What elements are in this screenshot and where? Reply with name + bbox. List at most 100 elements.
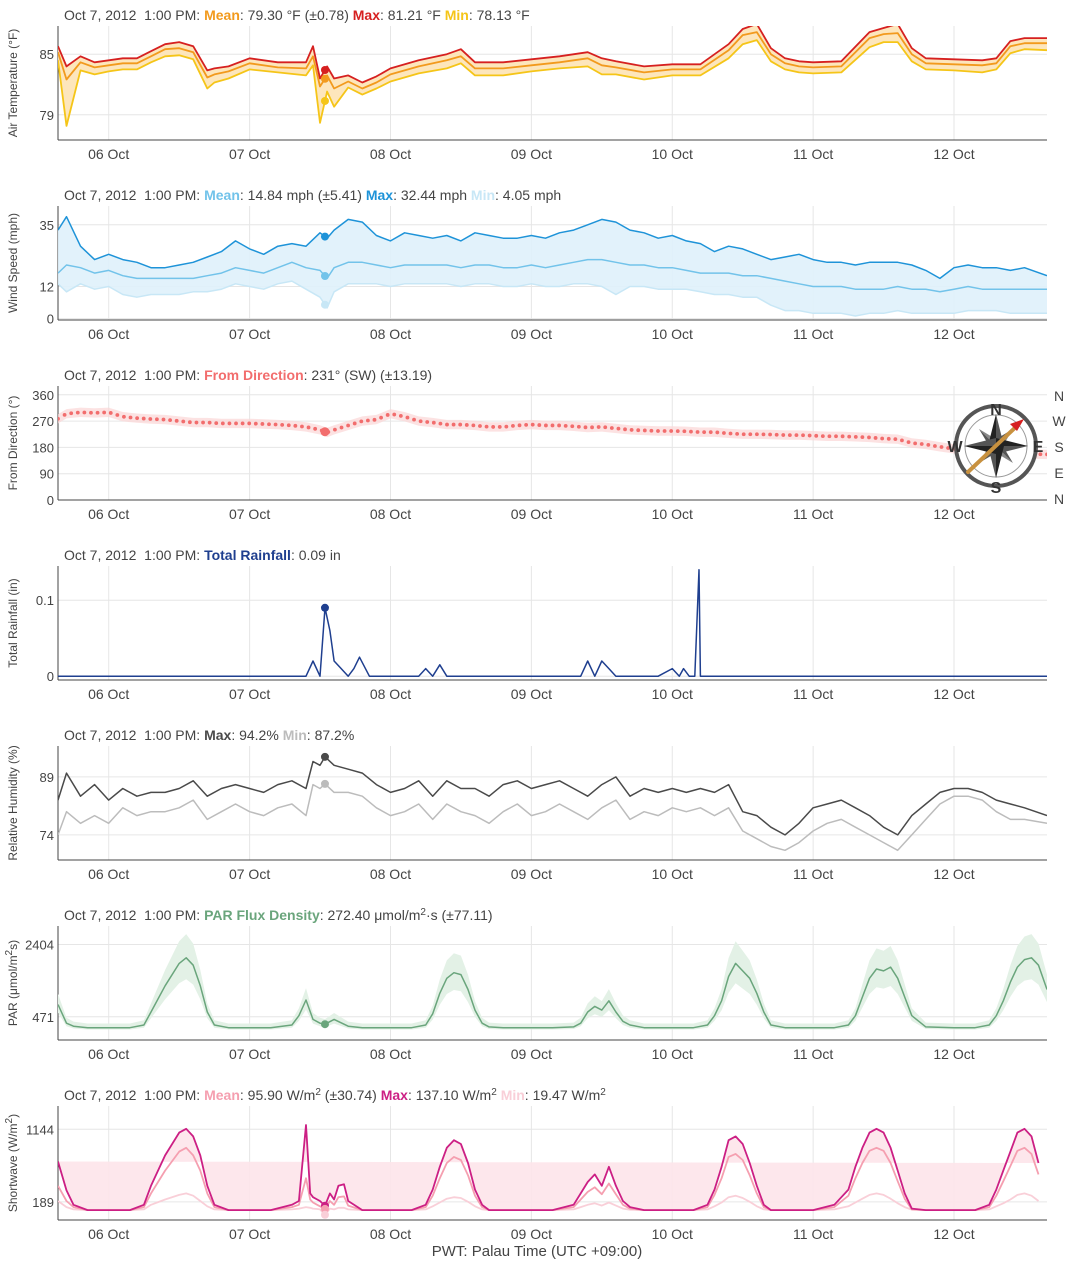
direction-point (906, 440, 911, 445)
direction-point (873, 436, 878, 440)
x-tick-label: 08 Oct (370, 1226, 411, 1242)
direction-point (774, 432, 779, 437)
x-tick-label: 06 Oct (88, 146, 129, 162)
x-tick-label: 08 Oct (370, 1046, 411, 1062)
humidity-plot-area (58, 756, 1047, 852)
direction-point (722, 431, 726, 435)
shortwave-y-axis-title: Shortwave (W/m2) (4, 1114, 21, 1212)
hover-marker (320, 272, 329, 281)
y-tick-label: 85 (40, 47, 54, 62)
x-tick-label: 11 Oct (793, 686, 833, 702)
direction-point (642, 428, 647, 433)
direction-point (768, 432, 772, 437)
x-tick-label: 09 Oct (511, 1226, 552, 1242)
direction-point (280, 422, 285, 427)
direction-point (563, 423, 568, 428)
x-tick-label: 08 Oct (370, 866, 411, 882)
x-tick-label: 07 Oct (229, 866, 270, 882)
direction-point (695, 430, 700, 434)
direction-point (761, 432, 766, 437)
direction-point (194, 420, 199, 425)
max-line (58, 26, 1047, 84)
direction-point (339, 425, 344, 430)
direction-point (405, 415, 410, 420)
x-tick-label: 08 Oct (370, 506, 411, 522)
direction-point (557, 423, 561, 428)
x-tick-label: 10 Oct (652, 1226, 693, 1242)
direction-point (333, 427, 337, 432)
y-tick-label: 89 (40, 770, 54, 785)
direction-point (801, 433, 805, 438)
direction-point (689, 429, 693, 434)
direction-point (728, 431, 733, 436)
min-line (58, 39, 1047, 127)
x-tick-label: 10 Oct (652, 326, 693, 342)
y-tick-label: 12 (40, 279, 54, 294)
direction-side-label: S (1054, 439, 1063, 455)
direction-point (893, 437, 898, 442)
direction-point (900, 438, 904, 443)
direction-point (155, 417, 159, 422)
y-tick-label: 180 (32, 440, 54, 455)
direction-point (583, 425, 588, 430)
compass-letter: S (991, 480, 1002, 497)
direction-point (359, 419, 364, 424)
direction-point (181, 419, 186, 424)
mean-line (58, 31, 1047, 90)
direction-point (438, 421, 443, 426)
par-flux-density-line (58, 957, 1047, 1029)
direction-point (451, 422, 456, 427)
y-tick-label: 90 (40, 467, 54, 482)
direction-point (781, 433, 786, 437)
direction-point (253, 421, 258, 426)
wind-y-axis-title: Wind Speed (mph) (6, 213, 20, 313)
direction-plot-area (58, 407, 1047, 460)
par-panel: Oct 7, 2012 1:00 PM: PAR Flux Density: 2… (4, 907, 1047, 1062)
compass-rose: N S W E (947, 402, 1043, 497)
direction-point (787, 433, 792, 438)
x-tick-label: 07 Oct (229, 326, 270, 342)
x-tick-label: 11 Oct (793, 1046, 833, 1062)
x-tick-label: 09 Oct (511, 506, 552, 522)
x-tick-label: 07 Oct (229, 506, 270, 522)
x-tick-label: 06 Oct (88, 326, 129, 342)
direction-point (458, 422, 463, 427)
direction-point (234, 421, 238, 426)
direction-point (504, 424, 509, 429)
x-tick-label: 07 Oct (229, 146, 270, 162)
direction-side-label: W (1052, 413, 1066, 429)
direction-point (860, 435, 865, 440)
direction-point (629, 428, 634, 432)
direction-point (530, 422, 535, 427)
x-tick-label: 11 Oct (793, 326, 833, 342)
direction-point (273, 422, 278, 427)
direction-point (135, 416, 140, 421)
par-readout: Oct 7, 2012 1:00 PM: PAR Flux Density: 2… (64, 907, 493, 924)
x-tick-label: 12 Oct (933, 146, 974, 162)
hover-marker (320, 1204, 329, 1213)
direction-point (662, 429, 667, 433)
direction-point (609, 426, 614, 430)
direction-point (313, 426, 318, 431)
compass-point (988, 414, 996, 446)
direction-point (431, 420, 436, 425)
x-tick-label: 06 Oct (88, 686, 129, 702)
direction-point (926, 442, 931, 447)
direction-point (141, 416, 146, 421)
hover-marker (320, 65, 329, 74)
direction-point (708, 430, 713, 435)
x-tick-label: 07 Oct (229, 686, 270, 702)
x-tick-label: 07 Oct (229, 1226, 270, 1242)
max-line (58, 215, 1047, 280)
temperature-plot-area (58, 26, 1047, 127)
direction-point (616, 426, 621, 431)
direction-side-label: N (1054, 491, 1064, 507)
direction-point (300, 424, 304, 429)
direction-point (82, 410, 87, 415)
y-tick-label: 471 (32, 1010, 54, 1025)
max-line (58, 756, 1047, 836)
x-tick-label: 11 Oct (793, 506, 833, 522)
direction-point (484, 424, 489, 429)
compass-letter: N (990, 402, 1002, 419)
humidity-panel: Oct 7, 2012 1:00 PM: Max: 94.2% Min: 87.… (6, 727, 1047, 882)
